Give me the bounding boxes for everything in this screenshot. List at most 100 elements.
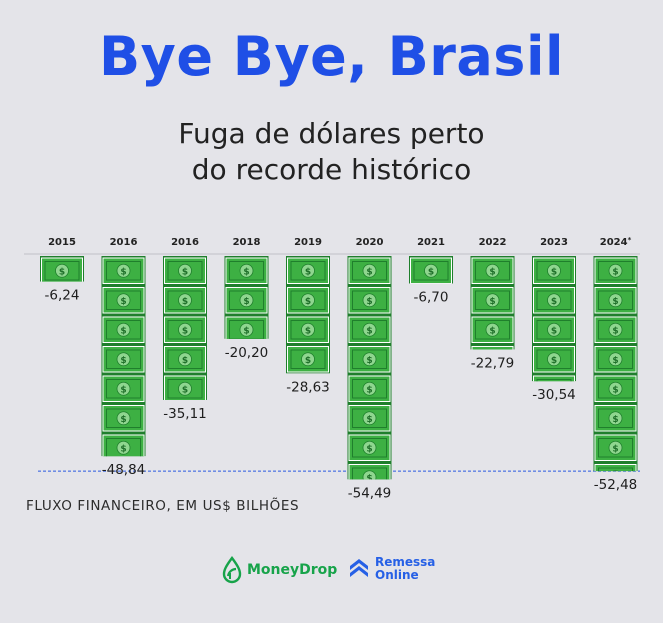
- value-label: -20,20: [225, 345, 269, 361]
- bar: $ $ $ $: [286, 256, 330, 374]
- dollar-bill-icon: $: [102, 287, 145, 314]
- svg-text:$: $: [182, 297, 188, 307]
- dollar-bill-icon: $: [348, 287, 391, 314]
- moneydrop-logo: MoneyDrop: [221, 556, 337, 584]
- svg-text:$: $: [366, 474, 372, 484]
- dollar-bill-icon: $: [348, 375, 391, 402]
- svg-text:$: $: [366, 415, 372, 425]
- dollar-bill-icon: $: [594, 375, 637, 402]
- svg-text:$: $: [551, 356, 557, 366]
- dollar-bill-icon: $: [533, 346, 575, 373]
- bar: $ $ $ $: [470, 256, 515, 350]
- x-tick-label: 2015: [48, 237, 76, 248]
- svg-text:$: $: [551, 326, 557, 336]
- svg-text:$: $: [243, 326, 249, 336]
- x-tick-label: 2018: [233, 237, 261, 248]
- svg-text:$: $: [489, 326, 495, 336]
- svg-text:$: $: [120, 297, 126, 307]
- value-label: -30,54: [532, 387, 576, 403]
- svg-text:$: $: [366, 267, 372, 277]
- moneydrop-drop-icon: [222, 556, 242, 584]
- remessa-logo-line-2: Online: [375, 568, 419, 582]
- dollar-bill-icon: $: [594, 434, 637, 461]
- dollar-bill-icon: $: [102, 316, 145, 343]
- dollar-bill-icon: $: [287, 257, 329, 284]
- remessa-chevrons-icon: [350, 559, 368, 577]
- unit-label: FLUXO FINANCEIRO, EM US$ BILHÕES: [26, 498, 300, 514]
- x-tick-label: 2020: [356, 237, 384, 248]
- svg-text:$: $: [612, 385, 618, 395]
- svg-text:$: $: [489, 297, 495, 307]
- dollar-bill-icon: $: [410, 257, 452, 284]
- value-label: -52,48: [594, 477, 638, 493]
- bar: $ $ $ $ $ $ $: [101, 256, 146, 457]
- dollar-bill-icon: $: [533, 316, 575, 343]
- x-tick-label: 2019: [294, 237, 322, 248]
- dollar-bill-icon: $: [164, 316, 206, 343]
- dollar-bill-icon: $: [594, 287, 637, 314]
- svg-text:$: $: [612, 267, 618, 277]
- svg-text:$: $: [551, 297, 557, 307]
- dollar-bill-icon: $: [471, 287, 514, 314]
- dollar-bill-icon: $: [348, 464, 391, 484]
- value-label: -54,49: [348, 485, 392, 501]
- x-tick-label: 2023: [540, 237, 568, 248]
- dollar-bill-icon: $: [102, 257, 145, 284]
- value-label: -6,24: [45, 288, 80, 304]
- dollar-bill-icon: $: [471, 346, 514, 350]
- x-tick-label: 2016: [110, 237, 138, 248]
- dollar-bill-icon: $: [41, 257, 83, 282]
- svg-text:$: $: [428, 267, 434, 277]
- bar-chart: 2015 $ -6,24 2016 $ $ $ $ $ $ $ -48,84 2016 $ $ $ $ $ -35,…: [24, 236, 640, 501]
- subtitle-line-1: Fuga de dólares perto: [178, 117, 485, 150]
- dollar-bill-icon: $: [533, 287, 575, 314]
- svg-text:$: $: [182, 356, 188, 366]
- svg-text:$: $: [120, 267, 126, 277]
- svg-text:$: $: [366, 297, 372, 307]
- dollar-bill-icon: $: [533, 375, 575, 382]
- bar: $: [40, 256, 84, 282]
- dollar-bill-icon: $: [594, 257, 637, 284]
- dollar-bill-icon: $: [348, 434, 391, 461]
- value-label: -22,79: [471, 355, 515, 371]
- value-label: -6,70: [414, 289, 449, 305]
- remessa-online-logo: Remessa Online: [348, 556, 435, 582]
- bar: $: [409, 256, 453, 284]
- svg-text:$: $: [366, 444, 372, 454]
- x-tick-label: 2024*: [600, 236, 632, 248]
- svg-text:$: $: [366, 385, 372, 395]
- dollar-bill-icon: $: [533, 257, 575, 284]
- svg-text:$: $: [305, 267, 311, 277]
- svg-text:$: $: [305, 356, 311, 366]
- value-label: -48,84: [102, 462, 146, 478]
- svg-text:$: $: [366, 356, 372, 366]
- dollar-bill-icon: $: [225, 316, 268, 339]
- dollar-bill-icon: $: [348, 405, 391, 432]
- dollar-bill-icon: $: [471, 257, 514, 284]
- dollar-bill-icon: $: [594, 316, 637, 343]
- dollar-bill-icon: $: [287, 316, 329, 343]
- remessa-logo-line-1: Remessa: [375, 555, 436, 569]
- dollar-bill-icon: $: [471, 316, 514, 343]
- chart-title: Bye Bye, Brasil: [99, 25, 564, 88]
- dollar-bill-icon: $: [102, 434, 145, 457]
- dollar-bill-icon: $: [594, 464, 637, 472]
- svg-text:$: $: [120, 415, 126, 425]
- bar: $ $ $ $ $ $ $ $: [347, 256, 392, 484]
- dollar-bill-icon: $: [164, 257, 206, 284]
- svg-text:$: $: [120, 385, 126, 395]
- dollar-bill-icon: $: [348, 346, 391, 373]
- svg-text:$: $: [612, 415, 618, 425]
- moneydrop-logo-text: MoneyDrop: [247, 562, 338, 578]
- svg-text:$: $: [305, 326, 311, 336]
- dollar-bill-icon: $: [594, 346, 637, 373]
- svg-text:$: $: [612, 444, 618, 454]
- remessa-logo-text: Remessa Online: [375, 556, 435, 582]
- svg-text:$: $: [243, 267, 249, 277]
- logos: MoneyDrop Remessa Online: [0, 556, 663, 590]
- dollar-bill-icon: $: [594, 405, 637, 432]
- value-label: -35,11: [163, 406, 207, 422]
- svg-text:$: $: [120, 356, 126, 366]
- svg-text:$: $: [182, 326, 188, 336]
- dollar-bill-icon: $: [287, 287, 329, 314]
